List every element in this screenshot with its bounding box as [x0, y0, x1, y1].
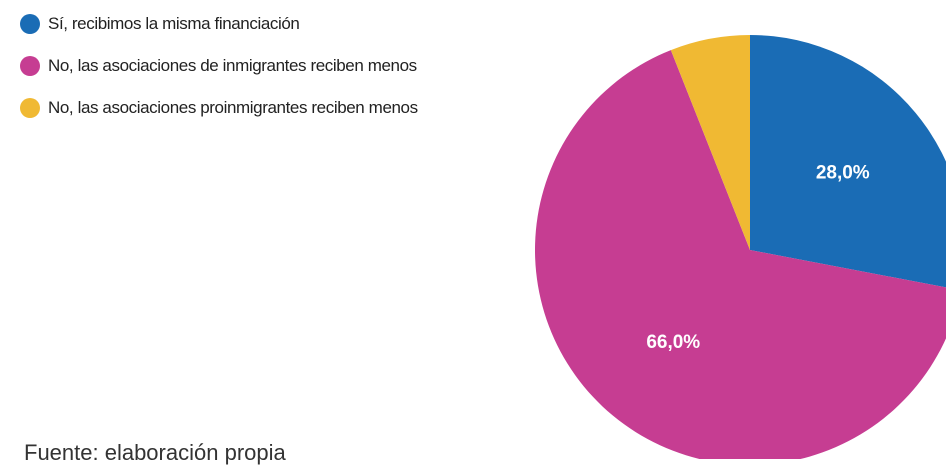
legend-swatch [20, 56, 40, 76]
pie-slice [670, 35, 750, 250]
legend-label: Sí, recibimos la misma financiación [48, 14, 300, 33]
legend-label: No, las asociaciones proinmigrantes reci… [48, 98, 418, 117]
source: Fuente: elaboración propia [24, 440, 286, 465]
legend-label: No, las asociaciones de inmigrantes reci… [48, 56, 417, 75]
legend-swatch [20, 98, 40, 118]
legend-item: No, las asociaciones de inmigrantes reci… [20, 56, 480, 76]
legend: Sí, recibimos la misma financiación No, l… [20, 14, 480, 140]
pie-slice [750, 35, 946, 288]
legend-swatch [20, 14, 40, 34]
pie-slice [535, 50, 946, 459]
legend-item: Sí, recibimos la misma financiación [20, 14, 480, 34]
legend-item: No, las asociaciones proinmigrantes reci… [20, 98, 480, 118]
data-label: 66,0% [646, 332, 700, 353]
data-label: 28,0% [816, 162, 870, 183]
